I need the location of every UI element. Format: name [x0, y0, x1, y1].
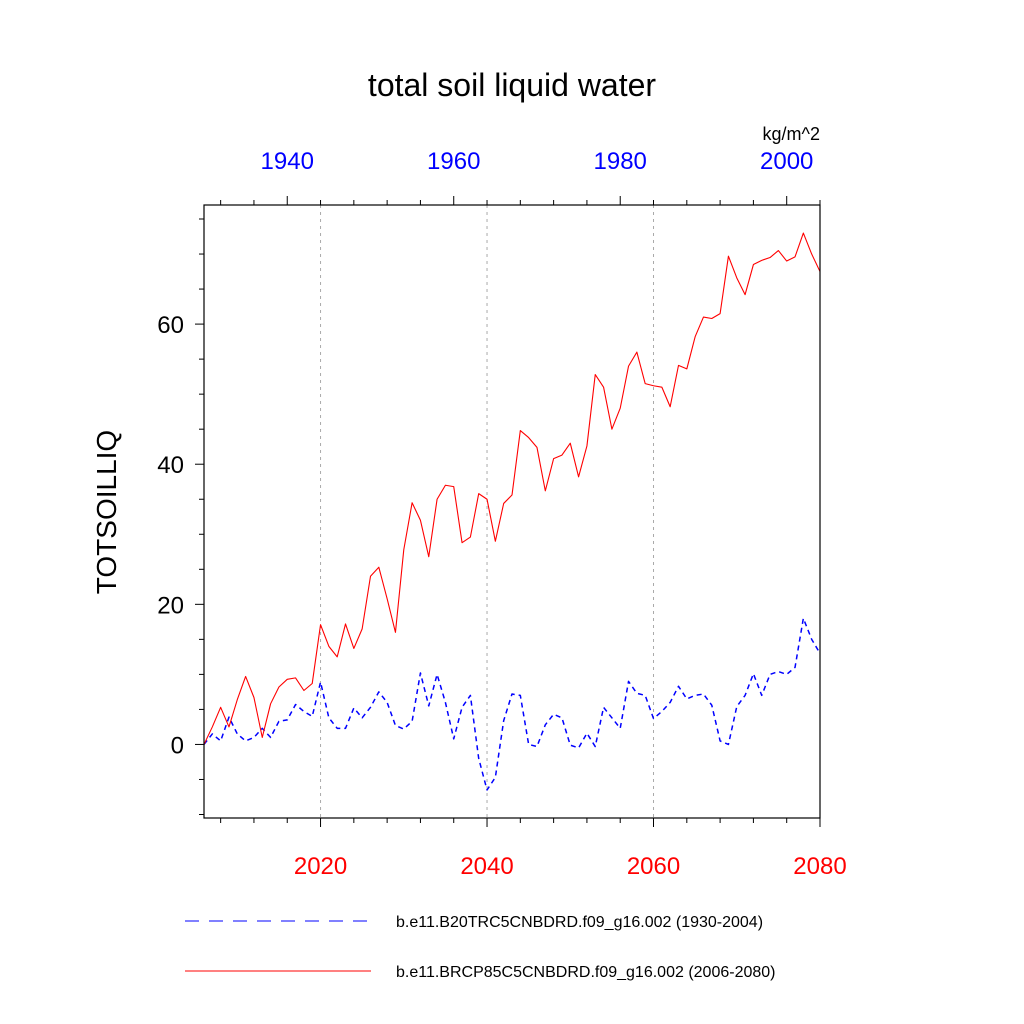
y-tick-label-0: 0: [171, 732, 184, 759]
top-tick-label-1980: 1980: [594, 148, 647, 175]
bottom-tick-label-2060: 2060: [627, 853, 680, 880]
plot-frame: [203, 204, 821, 819]
series-line-1: [203, 617, 821, 791]
bottom-tick-label-2080: 2080: [793, 853, 846, 880]
legend: b.e11.B20TRC5CNBDRD.f09_g16.002 (1930-20…: [185, 914, 775, 981]
y-tick-label-40: 40: [157, 452, 184, 479]
units-label: kg/m^2: [763, 124, 820, 144]
plot-frame-box: [203, 204, 821, 819]
top-tick-label-1960: 1960: [427, 148, 480, 175]
axis-ticks: [195, 196, 821, 827]
legend-label-1: b.e11.B20TRC5CNBDRD.f09_g16.002 (1930-20…: [396, 914, 763, 931]
chart-title: total soil liquid water: [368, 67, 656, 103]
top-tick-label-2000: 2000: [760, 148, 813, 175]
top-tick-label-1940: 1940: [261, 148, 314, 175]
bottom-tick-label-2020: 2020: [294, 853, 347, 880]
y-tick-label-20: 20: [157, 592, 184, 619]
y-tick-label-60: 60: [157, 312, 184, 339]
series-line-2: [203, 232, 821, 745]
y-axis-label: TOTSOILLIQ: [91, 430, 122, 594]
bottom-tick-label-2040: 2040: [460, 853, 513, 880]
legend-label-2: b.e11.BRCP85C5CNBDRD.f09_g16.002 (2006-2…: [396, 964, 775, 981]
series-lines: [203, 232, 821, 791]
